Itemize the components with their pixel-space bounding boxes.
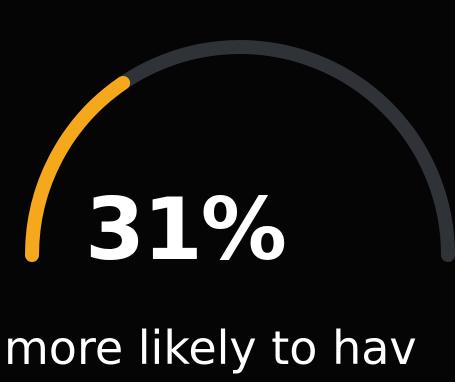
gauge-value-label: 31% [85,180,287,280]
gauge-caption: more likely to hav [4,321,417,375]
gauge-fill [25,75,131,262]
